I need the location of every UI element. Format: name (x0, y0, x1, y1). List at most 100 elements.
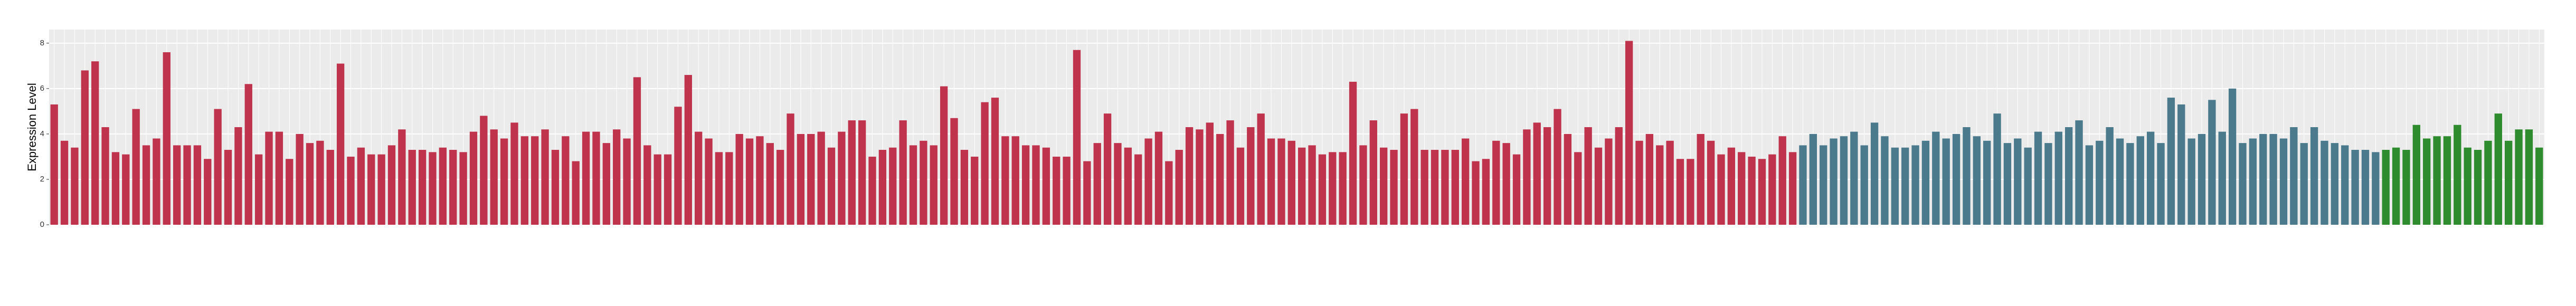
bar (1042, 147, 1050, 225)
bar (878, 150, 887, 225)
bar (613, 129, 621, 225)
bar (2096, 140, 2104, 225)
bar (1717, 154, 1725, 225)
bar (1134, 154, 1142, 225)
bar (326, 150, 334, 225)
bar (1615, 127, 1623, 225)
bar (1185, 127, 1194, 225)
bar (2525, 129, 2533, 225)
bar (193, 145, 202, 225)
bar (418, 150, 427, 225)
bar (2269, 133, 2277, 225)
bar (1226, 120, 1234, 225)
bar (101, 127, 109, 225)
bar (2321, 140, 2328, 225)
bar (2372, 152, 2380, 225)
bar (1196, 129, 1204, 225)
bar (490, 129, 498, 225)
bar (449, 150, 457, 225)
bar (1993, 113, 2001, 225)
bar (2443, 136, 2451, 225)
bar (408, 150, 416, 225)
bar (541, 129, 549, 225)
bar (1840, 136, 1848, 225)
bar (2351, 150, 2359, 225)
bar (1441, 150, 1449, 225)
y-tick-label: 6 (40, 84, 44, 93)
bar (1574, 152, 1582, 225)
bar (2024, 147, 2032, 225)
bar (684, 75, 692, 225)
bar (633, 77, 641, 225)
bar (469, 131, 478, 225)
bar (940, 86, 948, 225)
bar (2341, 145, 2349, 225)
bar (1543, 127, 1551, 225)
bar (827, 147, 836, 225)
bar (1768, 154, 1776, 225)
bar (1420, 150, 1428, 225)
bar (1236, 147, 1245, 225)
bar (2218, 131, 2226, 225)
bar (797, 133, 805, 225)
bar (2331, 143, 2339, 225)
bar (2494, 113, 2502, 225)
bar (572, 161, 580, 225)
bar (592, 131, 600, 225)
bar (183, 145, 191, 225)
bar (459, 152, 467, 225)
bar (377, 154, 385, 225)
bar (1502, 143, 1510, 225)
bar (387, 145, 396, 225)
bar (286, 159, 293, 225)
bar (1778, 136, 1786, 225)
bar (1124, 147, 1132, 225)
bar (1349, 81, 1357, 225)
bar (1339, 152, 1347, 225)
bar (2412, 125, 2421, 225)
bar (204, 159, 212, 225)
bar (367, 154, 375, 225)
bar (2054, 131, 2062, 225)
bar (2167, 98, 2175, 225)
bar (971, 156, 979, 225)
bar (1625, 41, 1633, 225)
bar (705, 138, 713, 225)
bar (1799, 145, 1807, 225)
bar (520, 136, 529, 225)
bar (347, 156, 355, 225)
bar (2146, 131, 2155, 225)
bar (817, 131, 825, 225)
bar (398, 129, 406, 225)
bar (1758, 159, 1766, 225)
bar (2300, 143, 2308, 225)
bar (725, 152, 733, 225)
bar (654, 154, 661, 225)
bar (868, 156, 876, 225)
bar (1512, 154, 1521, 225)
bar (81, 70, 89, 225)
bar (2014, 138, 2022, 225)
bar (1482, 159, 1490, 225)
bar (531, 136, 539, 225)
bar (1666, 140, 1674, 225)
bar (2064, 127, 2073, 225)
bar (1635, 140, 1643, 225)
bar (920, 140, 927, 225)
bar (1727, 147, 1736, 225)
bar (1860, 145, 1868, 225)
bar (1154, 131, 1163, 225)
bar (858, 120, 866, 225)
bar (1298, 147, 1306, 225)
bar (60, 140, 69, 225)
bar (244, 84, 252, 225)
bar (848, 120, 856, 225)
bar (1738, 152, 1746, 225)
bar (2259, 133, 2267, 225)
bar (1277, 138, 1285, 225)
bar (1963, 127, 1971, 225)
bar (1021, 145, 1030, 225)
bar (735, 133, 743, 225)
bar (2290, 127, 2298, 225)
